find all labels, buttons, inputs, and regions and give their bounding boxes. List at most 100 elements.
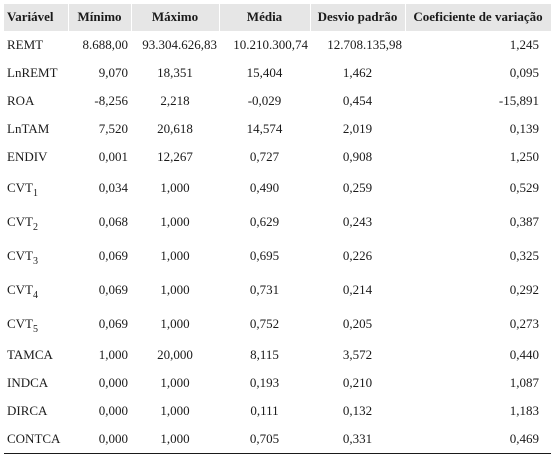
variable-subscript: 5 (33, 324, 38, 335)
variable-subscript: 3 (33, 256, 38, 267)
variable-name: CVT (7, 316, 33, 331)
max-cell: 1,000 (160, 248, 190, 263)
min-cell: 0,069 (98, 282, 128, 297)
table-row: REMT 8.688,00 93.304.626,83 10.210.300,74 12… (4, 31, 551, 59)
min-cell: 0,000 (68, 425, 131, 454)
sd-cell: 0,226 (342, 248, 373, 263)
min-cell: -8,256 (94, 93, 128, 108)
max-cell: 18,351 (157, 65, 193, 80)
variable-cell: CONTCA (4, 425, 68, 454)
header-maximo: Máximo (131, 4, 220, 32)
table-row: ENDIV 0,001 12,267 0,727 0,908 1,250 (4, 143, 551, 171)
variable-name: ROA (7, 93, 35, 108)
min-cell: 0,001 (98, 149, 128, 164)
variable-name: ENDIV (7, 149, 48, 164)
mean-cell: 0,111 (250, 403, 279, 418)
sd-cell: 0,243 (342, 214, 373, 229)
variable-cell: LnREMT (4, 59, 68, 87)
cv-cell: 0,292 (509, 282, 539, 297)
descriptive-statistics-table: Variável Mínimo Máximo Média Desvio padr… (4, 4, 552, 454)
max-cell: 1,000 (160, 375, 190, 390)
sd-cell: 0,908 (342, 149, 373, 164)
variable-name: REMT (7, 37, 44, 53)
mean-cell: 15,404 (246, 65, 283, 80)
max-cell: 2,218 (160, 93, 190, 108)
variable-name: TAMCA (7, 347, 53, 362)
mean-cell: 10.210.300,74 (233, 37, 308, 53)
variable-name: CVT (7, 248, 33, 263)
variable-name: INDCA (7, 375, 49, 390)
cv-cell: 0,469 (405, 425, 551, 454)
min-cell: 7,520 (98, 121, 128, 136)
cv-cell: 0,095 (509, 65, 539, 80)
header-minimo: Mínimo (68, 4, 132, 32)
sd-cell: 0,132 (342, 403, 373, 418)
sd-cell: 12.708.135,98 (327, 37, 402, 53)
min-cell: 0,069 (98, 248, 128, 263)
variable-cell: CVT2 (4, 205, 68, 239)
variable-subscript: 1 (33, 188, 38, 199)
table-row: CVT4 0,069 1,000 0,731 0,214 0,292 (4, 273, 551, 307)
min-cell: 0,069 (98, 316, 128, 331)
sd-cell: 0,454 (342, 93, 373, 108)
max-cell: 1,000 (160, 214, 190, 229)
cv-cell: 0,387 (509, 214, 539, 229)
table-body: REMT 8.688,00 93.304.626,83 10.210.300,74 12… (4, 31, 551, 454)
max-cell: 12,267 (157, 149, 193, 164)
variable-name: CONTCA (7, 430, 61, 446)
sd-cell: 0,205 (342, 316, 373, 331)
header-variavel: Variável (4, 4, 69, 32)
cv-cell: -15,891 (498, 93, 539, 108)
variable-cell: ROA (4, 87, 68, 115)
cv-cell: 1,250 (509, 149, 539, 164)
variable-cell: REMT (4, 31, 68, 59)
variable-cell: CVT4 (4, 273, 68, 307)
variable-cell: TAMCA (4, 341, 68, 369)
min-cell: 0,000 (98, 403, 128, 418)
mean-cell: 0,629 (249, 214, 280, 229)
mean-cell: 0,490 (249, 180, 280, 195)
variable-cell: CVT5 (4, 307, 68, 341)
min-cell: 0,000 (98, 375, 128, 390)
mean-cell: 0,695 (249, 248, 280, 263)
max-cell: 20,000 (157, 347, 193, 362)
table-row: LnREMT 9,070 18,351 15,404 1,462 0,095 (4, 59, 551, 87)
cv-cell: 1,087 (509, 375, 539, 390)
max-cell: 20,618 (157, 121, 193, 136)
table-row: CVT3 0,069 1,000 0,695 0,226 0,325 (4, 239, 551, 273)
max-cell: 1,000 (160, 180, 190, 195)
cv-cell: 1,183 (509, 403, 539, 418)
sd-cell: 2,019 (342, 121, 373, 136)
header-row: Variável Mínimo Máximo Média Desvio padr… (4, 4, 552, 32)
variable-name: LnTAM (7, 121, 50, 136)
mean-cell: 0,752 (249, 316, 280, 331)
mean-cell: 0,193 (249, 375, 280, 390)
header-coeficiente-variacao: Coeficiente de variação (405, 4, 552, 32)
cv-cell: 0,273 (509, 316, 539, 331)
variable-cell: INDCA (4, 369, 68, 397)
variable-name: DIRCA (7, 403, 48, 418)
variable-subscript: 4 (33, 290, 38, 301)
variable-name: CVT (7, 214, 33, 229)
table-row: INDCA 0,000 1,000 0,193 0,210 1,087 (4, 369, 551, 397)
cv-cell: 0,440 (509, 347, 539, 362)
variable-name: CVT (7, 180, 33, 195)
table-row: ROA -8,256 2,218 -0,029 0,454 -15,891 (4, 87, 551, 115)
variable-name: CVT (7, 282, 33, 297)
min-cell: 8.688,00 (82, 37, 129, 53)
table-row: CVT1 0,034 1,000 0,490 0,259 0,529 (4, 171, 551, 205)
sd-cell: 0,214 (342, 282, 373, 297)
min-cell: 0,068 (98, 214, 128, 229)
variable-cell: CVT1 (4, 171, 68, 205)
table-row: CVT2 0,068 1,000 0,629 0,243 0,387 (4, 205, 551, 239)
sd-cell: 1,462 (342, 65, 373, 80)
variable-cell: ENDIV (4, 143, 68, 171)
cv-cell: 0,529 (509, 180, 539, 195)
variable-cell: CVT3 (4, 239, 68, 273)
max-cell: 1,000 (160, 282, 190, 297)
table-row: LnTAM 7,520 20,618 14,574 2,019 0,139 (4, 115, 551, 143)
header-desvio-padrao: Desvio padrão (310, 4, 406, 32)
max-cell: 93.304.626,83 (142, 37, 217, 53)
sd-cell: 0,331 (310, 425, 405, 454)
mean-cell: -0,029 (247, 93, 282, 108)
